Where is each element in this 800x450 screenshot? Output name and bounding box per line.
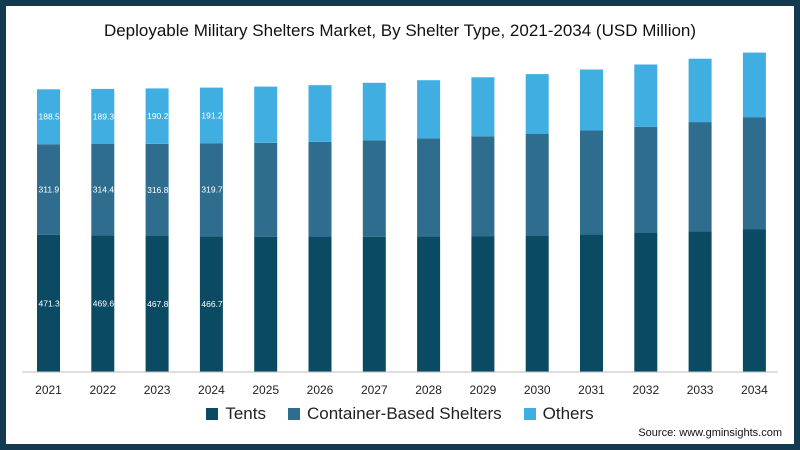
legend-swatch-container-based-shelters xyxy=(287,408,300,420)
bar-tents-2023 xyxy=(145,235,169,372)
bar-tents-2027 xyxy=(362,236,386,372)
data-label-container-based-shelters-2021: 311.9 xyxy=(39,185,60,195)
legend-item-container-based-shelters: Container-Based Shelters xyxy=(287,404,502,424)
bar-others-2030 xyxy=(525,74,549,134)
x-tick-label-2032: 2032 xyxy=(632,383,659,397)
source-note: Source: www.gminsights.com xyxy=(638,427,782,439)
bar-others-2027 xyxy=(362,82,386,141)
chart-title: Deployable Military Shelters Market, By … xyxy=(103,21,697,40)
bar-container-based-shelters-2028 xyxy=(417,138,441,237)
x-tick-label-2024: 2024 xyxy=(198,383,225,397)
x-tick-label-2021: 2021 xyxy=(35,383,62,397)
x-tick-label-2025: 2025 xyxy=(252,383,279,397)
bar-tents-2026 xyxy=(308,237,332,372)
bar-others-2024 xyxy=(199,87,223,144)
bar-tents-2030 xyxy=(525,235,549,372)
data-label-container-based-shelters-2023: 316.8 xyxy=(147,185,169,195)
bar-others-2028 xyxy=(417,80,441,139)
bar-tents-2031 xyxy=(580,234,603,372)
bar-container-based-shelters-2027 xyxy=(362,140,386,237)
x-tick-label-2026: 2026 xyxy=(307,383,334,397)
x-tick-label-2031: 2031 xyxy=(578,383,605,397)
bar-tents-2033 xyxy=(688,231,712,372)
bar-others-2034 xyxy=(742,52,766,118)
data-label-container-based-shelters-2024: 319.7 xyxy=(201,185,223,195)
bar-container-based-shelters-2031 xyxy=(580,130,603,235)
data-label-others-2024: 191.2 xyxy=(201,110,223,120)
x-tick-label-2034: 2034 xyxy=(741,383,768,397)
bar-others-2021 xyxy=(37,89,60,145)
bar-tents-2032 xyxy=(634,232,658,372)
chart-legend: Tents Container-Based Shelters Others xyxy=(0,404,800,424)
legend-label-container-based-shelters: Container-Based Shelters xyxy=(306,404,502,423)
x-tick-label-2023: 2023 xyxy=(144,383,171,397)
x-tick-label-2022: 2022 xyxy=(89,383,116,397)
x-tick-label-2033: 2033 xyxy=(687,383,714,397)
bar-others-2033 xyxy=(688,58,712,123)
bar-container-based-shelters-2026 xyxy=(308,141,332,237)
bar-tents-2028 xyxy=(417,236,441,372)
bar-tents-2022 xyxy=(91,235,115,372)
bar-container-based-shelters-2034 xyxy=(742,117,766,230)
data-label-others-2022: 189.3 xyxy=(93,111,115,121)
data-label-tents-2023: 467.8 xyxy=(147,299,169,309)
bar-tents-2021 xyxy=(37,234,60,372)
bar-container-based-shelters-2029 xyxy=(471,136,495,237)
x-tick-label-2030: 2030 xyxy=(524,383,551,397)
bar-others-2032 xyxy=(634,64,658,127)
bar-others-2029 xyxy=(471,77,495,137)
bar-container-based-shelters-2032 xyxy=(634,126,658,233)
legend-swatch-others xyxy=(523,408,536,420)
bar-tents-2034 xyxy=(742,229,766,372)
legend-item-others: Others xyxy=(523,404,594,424)
bar-tents-2024 xyxy=(199,236,223,372)
bar-container-based-shelters-2023 xyxy=(145,143,169,236)
bar-others-2025 xyxy=(254,86,278,143)
data-label-container-based-shelters-2022: 314.4 xyxy=(93,185,115,195)
bar-container-based-shelters-2022 xyxy=(91,143,115,236)
legend-item-tents: Tents xyxy=(206,404,266,424)
x-tick-label-2029: 2029 xyxy=(470,383,497,397)
x-tick-label-2027: 2027 xyxy=(361,383,388,397)
legend-label-others: Others xyxy=(542,404,594,423)
data-label-tents-2021: 471.3 xyxy=(39,298,61,308)
bar-tents-2025 xyxy=(254,236,278,372)
bar-container-based-shelters-2033 xyxy=(688,122,712,232)
bar-others-2022 xyxy=(91,88,115,144)
bar-others-2026 xyxy=(308,85,332,142)
bar-others-2023 xyxy=(145,88,169,144)
bar-tents-2029 xyxy=(471,236,495,372)
bar-container-based-shelters-2025 xyxy=(254,142,278,237)
data-label-others-2021: 188.5 xyxy=(39,112,61,122)
bar-others-2031 xyxy=(580,69,603,131)
bar-container-based-shelters-2024 xyxy=(199,143,223,237)
x-tick-label-2028: 2028 xyxy=(415,383,442,397)
data-label-others-2023: 190.2 xyxy=(147,111,169,121)
data-label-tents-2022: 469.6 xyxy=(93,299,115,309)
bar-container-based-shelters-2021 xyxy=(37,144,60,235)
legend-swatch-tents xyxy=(206,408,219,420)
data-label-tents-2024: 466.7 xyxy=(201,299,223,309)
legend-label-tents: Tents xyxy=(225,404,266,423)
bar-container-based-shelters-2030 xyxy=(525,134,549,236)
